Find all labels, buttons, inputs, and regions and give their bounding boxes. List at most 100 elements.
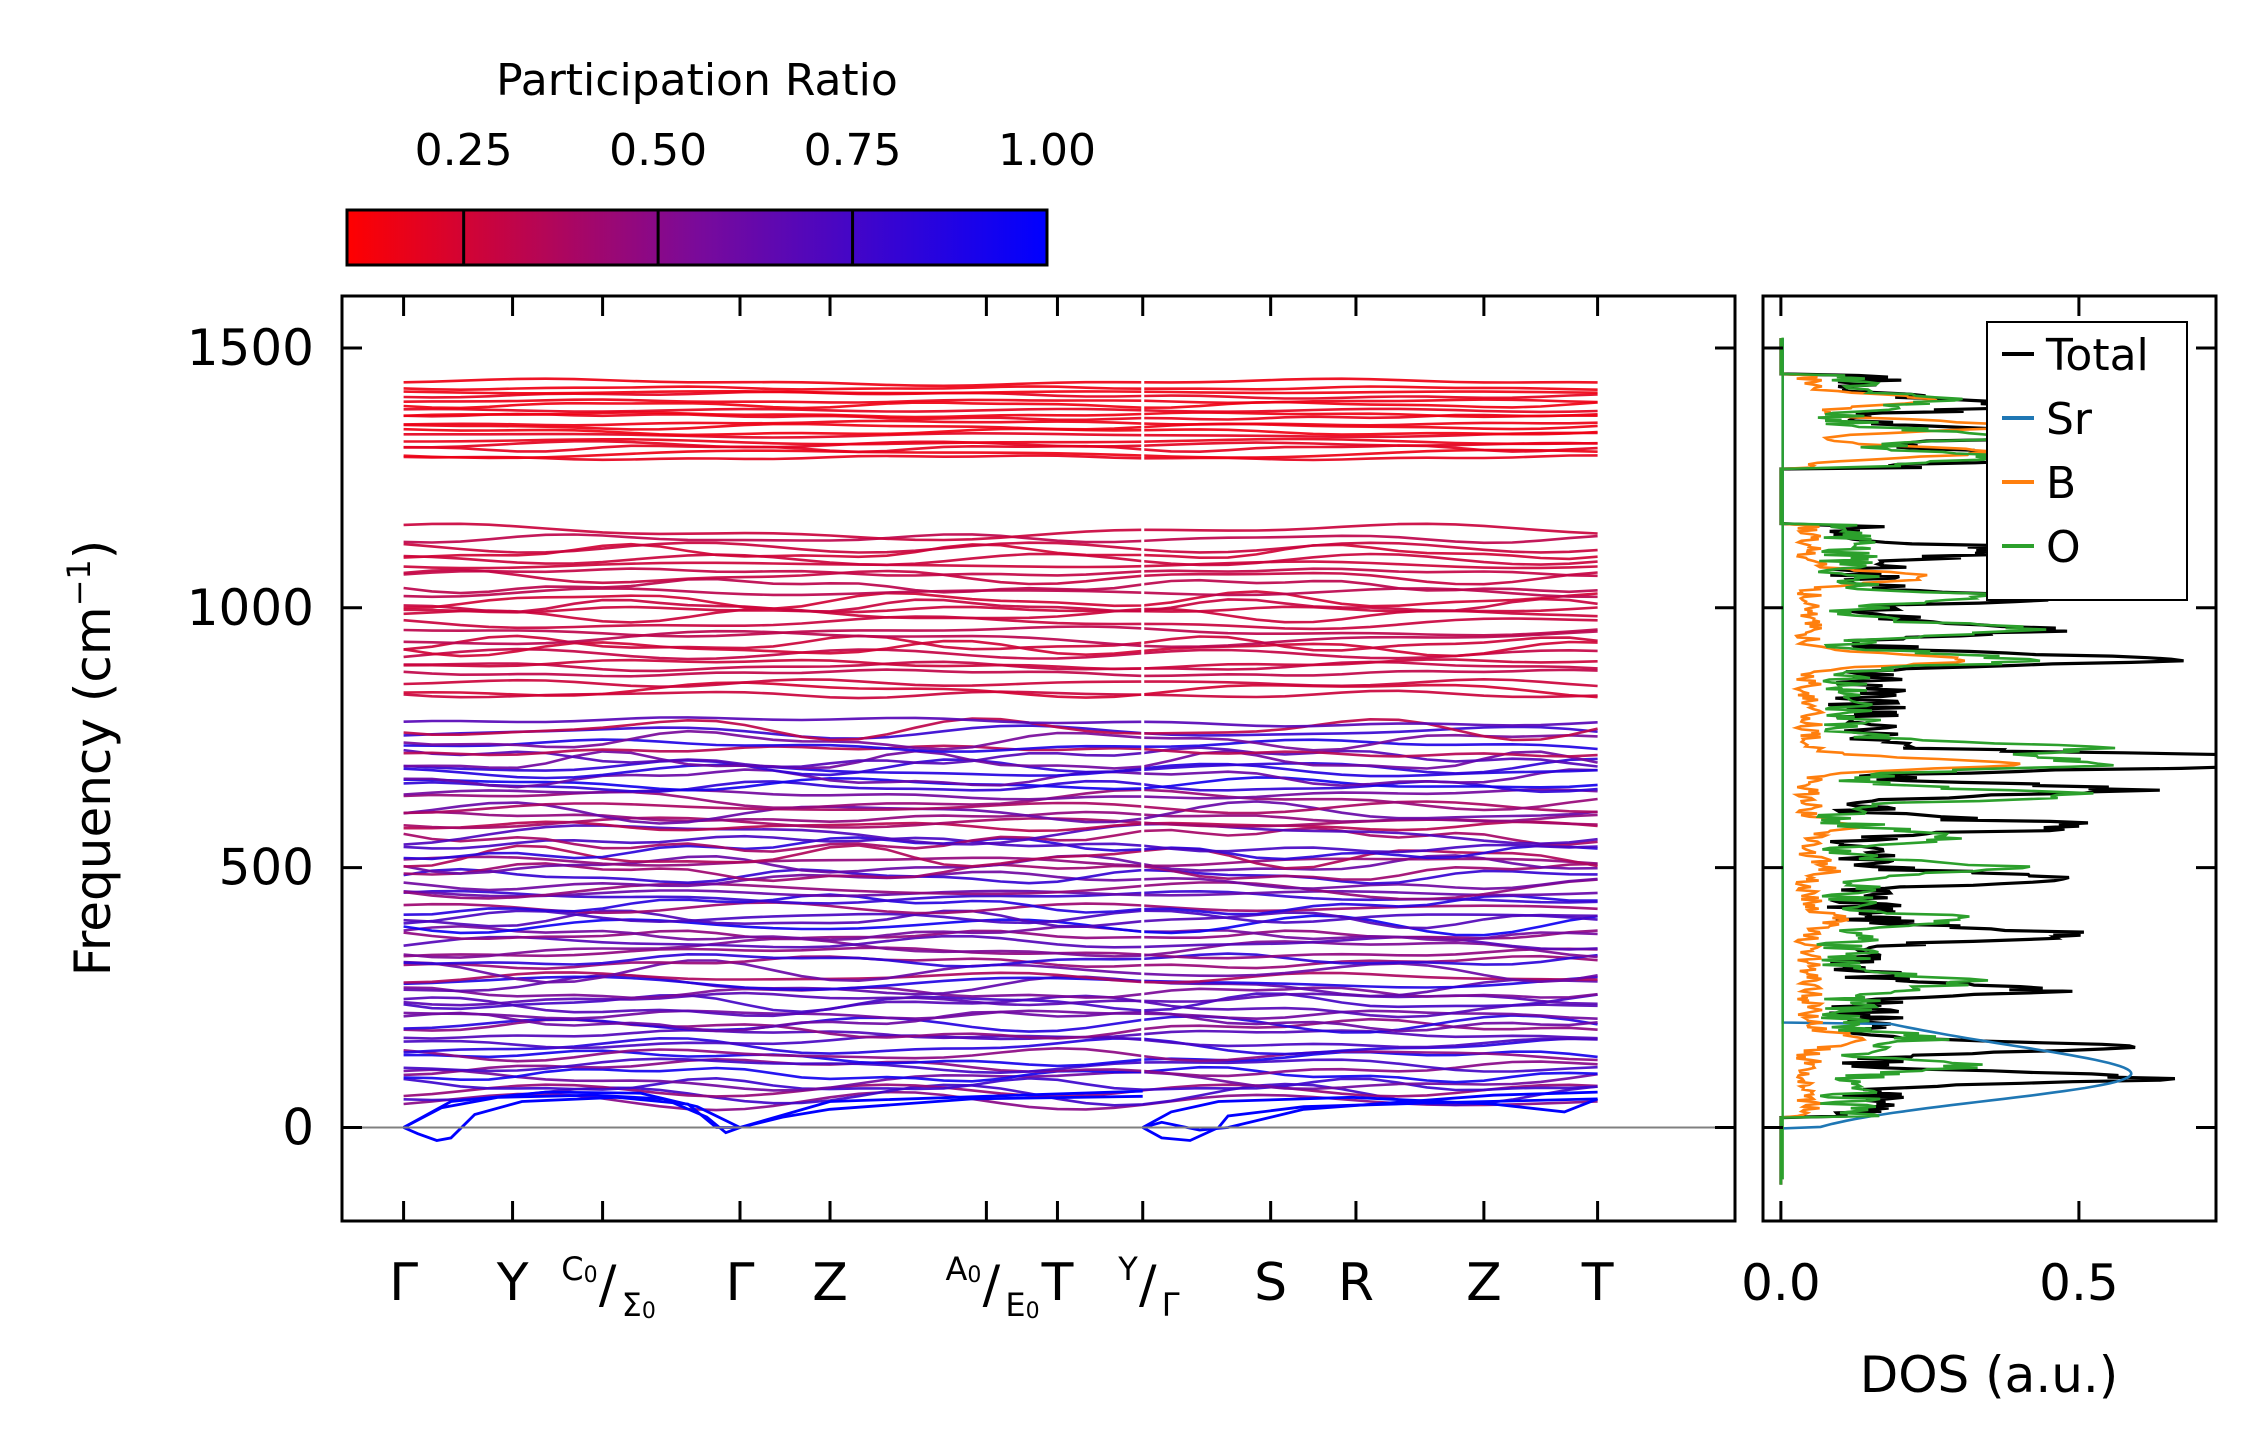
acoustic-branch [1142,1097,1598,1142]
phonon-band-low [403,994,1598,1019]
y-axis-label: Frequency (cm−1) [60,540,122,977]
phonon-band-low [403,1009,1598,1021]
band-lines [402,377,1599,1142]
phonon-band-low [403,909,1598,925]
phonon-band-low [403,991,1598,1007]
acoustic-branch [1142,1095,1599,1129]
phonon-band-high [403,427,1598,437]
phonon-band-mid [403,625,1598,638]
phonon-band-low [403,867,1598,885]
kpoint-label: Γ [389,1253,418,1313]
phonon-band-low [403,762,1598,780]
phonon-band-high [403,400,1598,410]
phonon-band-low [403,937,1598,959]
kpoint-label: Z [1466,1253,1502,1313]
phonon-band-high [403,407,1598,414]
kpoint-label-bottom: E0 [1005,1286,1039,1324]
y-axis-label-suffix: ) [64,540,122,560]
phonon-band-low [403,836,1598,861]
phonon-band-mid [403,681,1598,699]
legend-label-o: O [2046,522,2081,573]
phonon-band-low [403,973,1598,998]
phonon-band-low [403,834,1598,854]
phonon-band-high [403,448,1598,460]
kpoint-label-slash: / [1139,1255,1157,1315]
phonon-band-low [403,878,1598,901]
phonon-band-mid [403,552,1598,567]
phonon-band-mid [403,568,1598,586]
phonon-band-low [403,779,1598,794]
phonon-band-low [403,729,1598,752]
kpoint-label-composite: C0/Σ0 [561,1250,656,1324]
phonon-band-high [403,412,1598,422]
phonon-band-low [403,1057,1598,1075]
dos-x-axis-label: DOS (a.u.) [1860,1346,2119,1404]
band-axes-frame [340,294,1737,1223]
phonon-band-low [403,757,1598,777]
phonon-band-mid [403,639,1598,658]
dos-panel: 0.0 0.5 DOS (a.u.) Total Sr BO [1741,294,2218,1404]
band-y-tick-label: 1500 [187,319,314,377]
phonon-band-low [403,992,1598,1014]
kpoint-label-top: Y [1117,1250,1138,1288]
phonon-band-low [403,893,1598,916]
kpoint-label: Y [496,1253,529,1313]
legend-label-total: Total [2045,330,2149,381]
colorbar-tick-label: 0.25 [415,125,513,176]
colorbar-gradient [345,208,1049,267]
kpoint-label-bottom: Γ [1162,1286,1180,1324]
phonon-band-low [403,946,1598,960]
phonon-band-low [403,914,1598,937]
kpoint-label: R [1338,1253,1374,1313]
phonon-band-low [403,1083,1598,1098]
phonon-band-mid [403,615,1598,631]
legend-label-sr: Sr [2046,394,2093,445]
phonon-band-low [403,843,1598,870]
band-x-ticks: Γ Y C0/Σ0 Γ Z A0/E0 T Y / Γ S R Z T [389,296,1614,1324]
dos-curve-o [1779,338,2116,1185]
band-y-ticks: 0 500 1000 1500 [187,319,1735,1156]
phonon-band-low [403,1065,1598,1084]
kpoint-label-slash: / [983,1255,1001,1315]
phonon-band-mid [403,605,1598,614]
phonon-band-low [403,1068,1598,1092]
kpoint-label-bottom-sub: 0 [642,1299,656,1324]
kpoint-label: T [1041,1253,1074,1313]
acoustic-branch [402,1089,1143,1129]
y-axis-label-main: Frequency (cm [64,606,122,976]
dos-axes-frame [1761,294,2218,1223]
legend-box [1986,321,2188,601]
phonon-band-mid [403,597,1598,614]
kpoint-label-composite: Y / Γ [1117,1250,1180,1324]
colorbar: Participation Ratio 0.25 0.50 0.75 1.00 [345,55,1096,267]
colorbar-label: Participation Ratio [496,55,898,106]
band-y-tick-label: 500 [219,839,314,897]
phonon-band-high [403,419,1598,427]
phonon-band-low [403,909,1598,930]
kpoint-label-top: A0 [945,1250,981,1288]
phonon-band-low [403,1049,1598,1068]
colorbar-tick-label: 0.75 [804,125,902,176]
phonon-band-low [403,738,1598,753]
band-y-tick-label: 0 [282,1098,314,1156]
phonon-band-mid [403,541,1598,554]
phonon-band-low [403,744,1598,758]
phonon-band-high [403,437,1598,446]
phonon-band-low [403,749,1598,770]
phonon-band-low [403,800,1598,825]
phonon-band-low [403,724,1598,740]
phonon-band-mid [403,533,1598,545]
phonon-band-high [403,398,1598,405]
phonon-band-mid [403,567,1598,578]
kpoint-label-top: C0 [561,1250,597,1288]
kpoint-label: T [1581,1253,1614,1313]
colorbar-tick-label: 1.00 [998,125,1096,176]
colorbar-ticks: 0.25 0.50 0.75 1.00 [415,125,1096,265]
phonon-band-mid [403,560,1598,570]
kpoint-label: S [1254,1253,1287,1313]
y-axis-label-sup: −1 [60,559,98,606]
phonon-band-mid [403,577,1598,595]
colorbar-tick-label: 0.50 [609,125,707,176]
kpoint-label-composite: A0/E0 [945,1250,1039,1324]
